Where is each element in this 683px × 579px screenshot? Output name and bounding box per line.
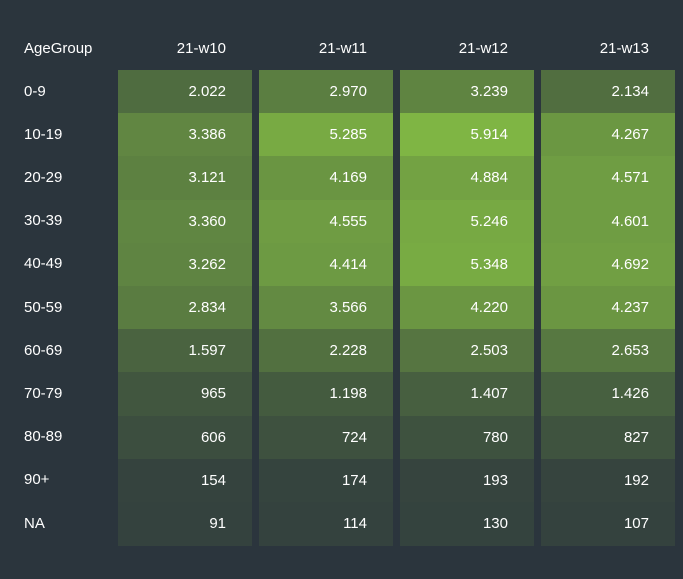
column-header-21-w13: 21-w13 [599,40,649,57]
row-label-NA: NA [24,514,45,532]
heatmap-cell: 780 [400,415,534,460]
heatmap-cell: 91 [118,502,252,546]
row-label-40-49: 40-49 [24,255,63,273]
heatmap-cell: 4.692 [541,242,675,287]
heatmap-cell: 4.555 [259,199,393,244]
heatmap-cell: 4.601 [541,199,675,244]
heatmap-cell: 107 [541,502,675,546]
heatmap-cell: 606 [118,415,252,460]
heatmap-cell: 2.228 [259,329,393,373]
heatmap-cell: 154 [118,458,252,503]
heatmap-cell: 3.239 [400,70,534,114]
heatmap-cell: 5.914 [400,113,534,157]
heatmap-cell: 193 [400,458,534,503]
row-label-60-69: 60-69 [24,341,63,359]
heatmap-cell: 724 [259,415,393,460]
heatmap-cell: 2.834 [118,286,252,330]
row-label-30-39: 30-39 [24,212,63,230]
heatmap-cell: 3.566 [259,286,393,330]
heatmap-cell: 4.884 [400,156,534,201]
row-label-0-9: 0-9 [24,82,46,100]
heatmap-cell: 2.970 [259,70,393,114]
row-label-80-89: 80-89 [24,428,63,446]
heatmap-cell: 2.022 [118,70,252,114]
heatmap-cell: 1.407 [400,372,534,417]
column-header-21-w10: 21-w10 [176,40,226,57]
heatmap-cell: 5.246 [400,199,534,244]
heatmap-cell: 2.503 [400,329,534,373]
row-label-20-29: 20-29 [24,169,63,186]
heatmap-cell: 130 [400,502,534,546]
heatmap-cell: 2.653 [541,329,675,373]
heatmap-cell: 3.386 [118,113,252,157]
heatmap-cell: 5.285 [259,113,393,157]
heatmap-cell: 1.426 [541,372,675,417]
heatmap-cell: 965 [118,372,252,417]
heatmap-cell: 3.360 [118,199,252,244]
row-header-label: AgeGroup [24,40,93,57]
heatmap-cell: 3.121 [118,156,252,201]
heatmap-cell: 4.169 [259,156,393,201]
heatmap-cell: 192 [541,458,675,503]
row-label-10-19: 10-19 [24,125,63,143]
heatmap-cell: 4.267 [541,113,675,157]
heatmap-cell: 4.220 [400,286,534,330]
column-header-21-w11: 21-w11 [318,40,367,57]
row-label-50-59: 50-59 [24,298,63,316]
heatmap-cell: 174 [259,458,393,503]
heatmap-cell: 4.414 [259,242,393,287]
heatmap-cell: 1.198 [259,372,393,417]
row-label-70-79: 70-79 [24,385,63,402]
heatmap-cell: 2.134 [541,70,675,114]
column-header-21-w12: 21-w12 [458,40,508,57]
heatmap-cell: 1.597 [118,329,252,373]
heatmap-cell: 4.237 [541,286,675,330]
heatmap-cell: 4.571 [541,156,675,201]
heatmap-cell: 3.262 [118,242,252,287]
heatmap-cell: 5.348 [400,242,534,287]
heatmap-cell: 827 [541,415,675,460]
heatmap-cell: 114 [259,502,393,546]
row-label-90+: 90+ [24,471,50,489]
